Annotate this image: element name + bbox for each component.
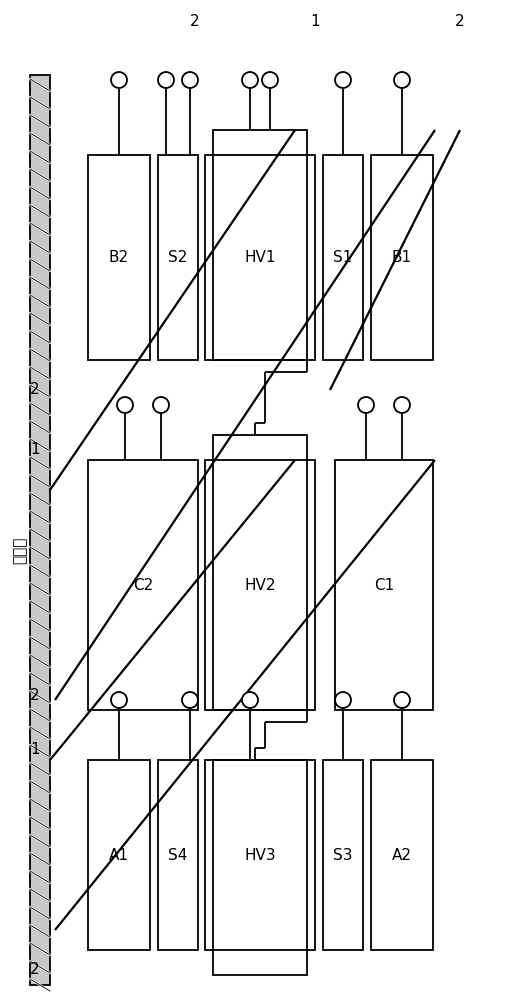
- Circle shape: [242, 72, 258, 88]
- Text: HV2: HV2: [244, 578, 276, 592]
- Circle shape: [335, 72, 351, 88]
- Text: S4: S4: [168, 848, 188, 862]
- Text: 鐵芯侧: 鐵芯侧: [12, 536, 27, 564]
- Circle shape: [111, 72, 127, 88]
- Bar: [205, 460, 315, 710]
- Bar: [213, 760, 307, 975]
- Circle shape: [182, 72, 198, 88]
- Text: S2: S2: [168, 250, 188, 265]
- Bar: [88, 760, 150, 950]
- Text: C2: C2: [133, 578, 153, 592]
- Text: 2: 2: [455, 14, 465, 29]
- Bar: [205, 760, 315, 950]
- Text: B1: B1: [392, 250, 412, 265]
- Bar: [205, 155, 315, 360]
- Text: 2: 2: [30, 382, 40, 397]
- Bar: [323, 155, 363, 360]
- Text: B2: B2: [109, 250, 129, 265]
- Circle shape: [335, 692, 351, 708]
- Circle shape: [158, 72, 174, 88]
- Circle shape: [358, 397, 374, 413]
- Bar: [30, 75, 50, 985]
- Text: 1: 1: [30, 742, 40, 758]
- Text: 1: 1: [30, 442, 40, 458]
- Text: HV1: HV1: [244, 250, 276, 265]
- Bar: [371, 760, 433, 950]
- Bar: [158, 760, 198, 950]
- Bar: [88, 460, 198, 710]
- Circle shape: [111, 692, 127, 708]
- Circle shape: [394, 692, 410, 708]
- Circle shape: [242, 692, 258, 708]
- Text: S1: S1: [333, 250, 353, 265]
- Text: A2: A2: [392, 848, 412, 862]
- Text: S3: S3: [333, 848, 353, 862]
- Text: 2: 2: [30, 962, 40, 978]
- Text: C1: C1: [374, 578, 394, 592]
- Circle shape: [394, 397, 410, 413]
- Text: A1: A1: [109, 848, 129, 862]
- Text: 2: 2: [30, 688, 40, 702]
- Text: 2: 2: [190, 14, 200, 29]
- Circle shape: [394, 72, 410, 88]
- Circle shape: [182, 692, 198, 708]
- Circle shape: [153, 397, 169, 413]
- Bar: [371, 155, 433, 360]
- Text: 1: 1: [310, 14, 320, 29]
- Bar: [323, 760, 363, 950]
- Bar: [335, 460, 433, 710]
- Bar: [213, 435, 307, 710]
- Bar: [158, 155, 198, 360]
- Bar: [213, 130, 307, 360]
- Circle shape: [117, 397, 133, 413]
- Text: HV3: HV3: [244, 848, 276, 862]
- Circle shape: [262, 72, 278, 88]
- Bar: [88, 155, 150, 360]
